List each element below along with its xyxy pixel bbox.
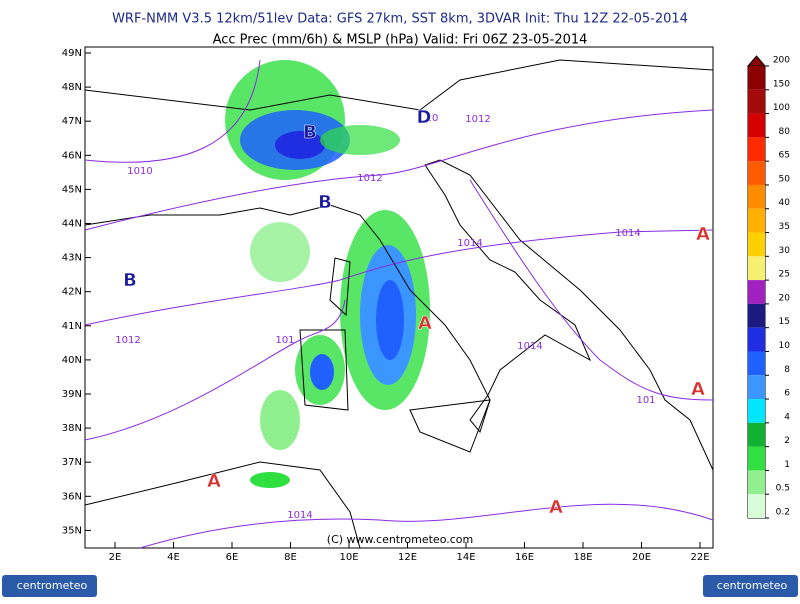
colorbar-label: 0.5 xyxy=(776,484,790,494)
pressure-center: A xyxy=(207,471,221,492)
pressure-center: A xyxy=(418,313,432,334)
lat-label: 46N xyxy=(62,150,82,161)
lat-label: 49N xyxy=(62,48,82,59)
isobar-label: 101 xyxy=(636,395,655,406)
lon-label: 2E xyxy=(109,552,122,563)
lat-label: 45N xyxy=(62,184,82,195)
lat-label: 42N xyxy=(62,287,82,298)
lon-label: 10E xyxy=(339,552,358,563)
lat-label: 35N xyxy=(62,525,82,536)
lat-label: 44N xyxy=(62,219,82,230)
pressure-center: B xyxy=(303,122,317,143)
isobar-label: 1014 xyxy=(615,228,640,239)
colorbar-segment xyxy=(748,208,765,233)
isobar-label: 1014 xyxy=(517,341,542,352)
colorbar-segment xyxy=(748,494,765,518)
colorbar-segment xyxy=(748,351,765,376)
lon-label: 4E xyxy=(167,552,180,563)
colorbar-label: 40 xyxy=(779,198,791,208)
precipitation xyxy=(225,60,430,488)
isobar-label: 1012 xyxy=(115,335,140,346)
colorbar-segment xyxy=(748,137,765,162)
isobar-label: 101 xyxy=(275,335,294,346)
colorbar-segment xyxy=(748,280,765,304)
lon-label: 8E xyxy=(284,552,297,563)
colorbar-segment xyxy=(748,470,765,495)
lat-label: 37N xyxy=(62,457,82,468)
copyright: (C) www.centrometeo.com xyxy=(327,533,473,546)
lon-label: 16E xyxy=(515,552,534,563)
isobar-label: 1014 xyxy=(287,510,312,521)
isobar-label: 1012 xyxy=(357,173,382,184)
colorbar-segment xyxy=(748,446,765,471)
colorbar-segment xyxy=(748,422,765,447)
lat-label: 36N xyxy=(62,491,82,502)
lon-label: 12E xyxy=(398,552,417,563)
colorbar-label: 6 xyxy=(784,389,790,399)
lat-label: 41N xyxy=(62,321,82,332)
colorbar-label: 20 xyxy=(779,293,791,303)
colorbar-label: 25 xyxy=(779,270,790,280)
colorbar-segment xyxy=(748,375,765,400)
pressure-center: A xyxy=(549,497,563,518)
isobar-label: 1012 xyxy=(465,114,490,125)
isobar-label: 1014 xyxy=(457,238,482,249)
pressure-center: B xyxy=(318,192,332,213)
colorbar-label: 35 xyxy=(779,222,790,232)
colorbar-label: 8 xyxy=(784,365,790,375)
colorbar-label: 65 xyxy=(779,151,790,161)
coastlines xyxy=(84,59,714,549)
colorbar-segment xyxy=(748,113,765,138)
colorbar-label: 150 xyxy=(773,79,790,89)
lat-label: 38N xyxy=(62,423,82,434)
colorbar-label: 50 xyxy=(779,174,791,184)
colorbar-segment xyxy=(748,161,765,185)
subtitle: Acc Prec (mm/6h) & MSLP (hPa) Valid: Fri… xyxy=(213,33,588,48)
lon-label: 22E xyxy=(690,552,709,563)
logo-right-bg xyxy=(703,575,798,597)
isobars xyxy=(84,59,714,549)
colorbar-label: 30 xyxy=(779,246,791,256)
colorbar-label: 0.2 xyxy=(776,508,790,518)
colorbar-label: 4 xyxy=(784,412,790,422)
lon-label: 6E xyxy=(226,552,239,563)
colorbar-segment xyxy=(748,327,765,352)
lat-label: 48N xyxy=(62,82,82,93)
lon-label: 20E xyxy=(632,552,651,563)
logo-right: centrometeo xyxy=(717,579,788,592)
lat-label: 39N xyxy=(62,389,82,400)
pressure-center: A xyxy=(691,379,705,400)
colorbar-segment xyxy=(748,66,765,90)
colorbar-segment xyxy=(748,303,765,328)
pressure-center: B xyxy=(123,270,137,291)
colorbar-label: 100 xyxy=(773,103,790,113)
lon-label: 18E xyxy=(573,552,592,563)
colorbar-segment xyxy=(748,89,765,114)
colorbar-segment xyxy=(748,184,765,209)
title: WRF-NMM V3.5 12km/51lev Data: GFS 27km, … xyxy=(112,12,688,27)
colorbar-label: 10 xyxy=(779,341,791,351)
colorbar-segment xyxy=(748,256,765,281)
colorbar-label: 1 xyxy=(784,460,790,470)
lon-label: 14E xyxy=(456,552,475,563)
colorbar-segment xyxy=(748,232,765,257)
pressure-center: D xyxy=(417,107,432,128)
lat-label: 43N xyxy=(62,253,82,264)
colorbar-segment xyxy=(748,399,765,423)
isobar-label: 10 xyxy=(426,113,439,124)
lat-label: 47N xyxy=(62,116,82,127)
colorbar-cap xyxy=(746,55,767,67)
colorbar-label: 2 xyxy=(784,436,790,446)
colorbar-label: 15 xyxy=(779,317,790,327)
logo-left-bg xyxy=(2,575,97,597)
logo-left: centrometeo xyxy=(17,579,88,592)
colorbar-label: 80 xyxy=(779,127,791,137)
isobar-label: 1010 xyxy=(127,166,152,177)
lat-label: 40N xyxy=(62,355,82,366)
pressure-center: A xyxy=(696,224,710,245)
colorbar-label: 200 xyxy=(773,56,790,66)
